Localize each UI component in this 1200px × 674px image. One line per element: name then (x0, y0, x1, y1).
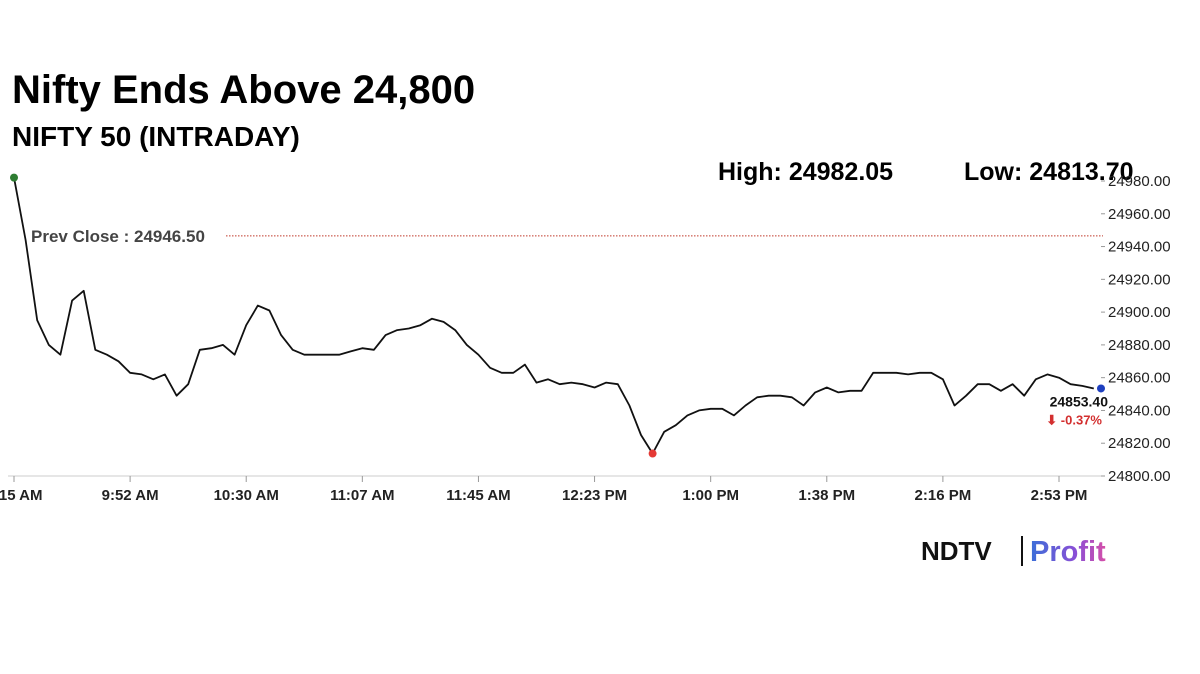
low-marker (648, 449, 657, 458)
x-tick-label: 9:15 AM (0, 487, 42, 504)
price-line (13, 177, 1094, 455)
y-tick-label: 24860.00 (1108, 370, 1171, 387)
x-tick-label: 11:07 AM (330, 487, 394, 504)
y-tick-label: 24920.00 (1108, 271, 1171, 288)
logo-ndtv: NDTV (921, 536, 992, 566)
x-tick-label: 11:45 AM (446, 487, 510, 504)
high-label: High: 24982.05 (718, 158, 893, 186)
high-marker (10, 173, 18, 182)
x-tick-label: 12:23 PM (562, 487, 627, 504)
y-tick-label: 24840.00 (1108, 402, 1171, 419)
prev-close-label: Prev Close : 24946.50 (31, 227, 205, 246)
last-label: 24853.40 (1050, 393, 1109, 409)
last-marker (1097, 384, 1105, 393)
x-tick-label: 9:52 AM (102, 487, 159, 504)
logo-profit: Profit (1030, 536, 1106, 568)
x-tick-label: 2:16 PM (915, 487, 972, 504)
y-tick-label: 24820.00 (1108, 435, 1171, 452)
y-tick-label: 24880.00 (1108, 337, 1171, 354)
chart-subtitle: NIFTY 50 (INTRADAY) (12, 121, 300, 152)
y-tick-label: 24980.00 (1108, 173, 1171, 190)
chart-title: Nifty Ends Above 24,800 (12, 68, 475, 112)
y-tick-label: 24940.00 (1108, 239, 1171, 256)
y-tick-label: 24960.00 (1108, 206, 1171, 223)
change-label: ⬇ -0.37% (1046, 412, 1102, 427)
x-tick-label: 1:38 PM (798, 487, 855, 504)
x-tick-label: 2:53 PM (1031, 487, 1088, 504)
low-label: Low: 24813.70 (964, 158, 1134, 186)
y-tick-label: 24900.00 (1108, 304, 1171, 321)
x-tick-label: 10:30 AM (214, 487, 279, 504)
y-tick-label: 24800.00 (1108, 468, 1171, 485)
x-tick-label: 1:00 PM (682, 487, 739, 504)
